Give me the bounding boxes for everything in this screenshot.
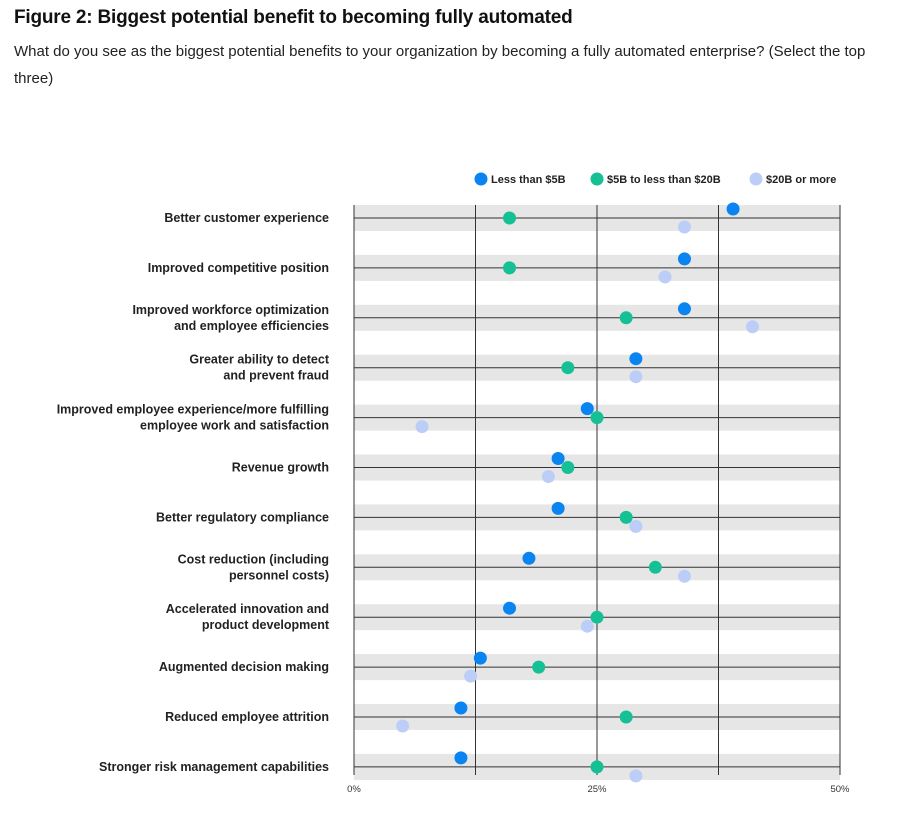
category-label: Better regulatory compliance	[156, 510, 329, 524]
category-label: Stronger risk management capabilities	[99, 760, 329, 774]
category-labels: Better customer experience Improved compe…	[57, 211, 330, 774]
data-point	[503, 261, 517, 275]
legend-swatch	[749, 172, 763, 186]
x-tick-label: 0%	[347, 784, 361, 795]
data-point	[541, 470, 555, 483]
chart-title: Figure 2: Biggest potential benefit to b…	[14, 7, 573, 28]
legend-swatch	[474, 172, 488, 186]
legend-swatch	[590, 172, 604, 186]
data-point	[629, 352, 643, 366]
data-point	[454, 701, 468, 715]
data-point	[677, 569, 691, 583]
category-label: Accelerated innovation and	[166, 602, 329, 616]
category-label: Augmented decision making	[159, 660, 329, 674]
x-tick-label: 50%	[830, 784, 850, 795]
category-label: Improved competitive position	[148, 261, 329, 275]
data-point	[464, 669, 478, 683]
data-point	[629, 370, 643, 384]
data-point	[677, 220, 691, 234]
data-point	[590, 760, 604, 774]
data-point	[619, 710, 633, 724]
legend-label: $5B to less than $20B	[607, 174, 721, 186]
data-point	[658, 270, 672, 284]
data-point	[454, 751, 468, 765]
data-point	[415, 420, 429, 434]
category-label: and prevent fraud	[223, 369, 329, 383]
data-point	[551, 501, 565, 515]
category-label: Reduced employee attrition	[165, 710, 329, 724]
data-point	[648, 560, 662, 574]
category-label: Improved workforce optimization	[132, 303, 329, 317]
category-label: and employee efficiencies	[174, 319, 329, 333]
data-point	[629, 519, 643, 533]
data-point	[580, 619, 594, 633]
x-axis-ticks: 0% 25% 50%	[347, 784, 850, 795]
data-point	[532, 660, 546, 674]
legend-label: $20B or more	[766, 174, 836, 186]
data-point	[522, 551, 536, 565]
chart-subtitle: What do you see as the biggest potential…	[14, 43, 866, 87]
category-label: personnel costs)	[229, 568, 329, 582]
data-point	[746, 320, 760, 334]
data-point	[590, 411, 604, 425]
data-point	[561, 461, 575, 474]
data-point	[619, 311, 633, 325]
legend-label: Less than $5B	[491, 174, 566, 186]
category-label: product development	[202, 618, 330, 632]
data-point	[619, 510, 633, 524]
data-points	[396, 202, 760, 783]
data-point	[677, 252, 691, 266]
data-point	[590, 610, 604, 624]
data-point	[726, 202, 740, 216]
category-label: Cost reduction (including	[178, 552, 329, 566]
data-point	[396, 719, 410, 733]
data-point	[503, 211, 517, 225]
category-label: Improved employee experience/more fulfil…	[57, 403, 329, 417]
data-point	[580, 402, 594, 416]
x-tick-label: 25%	[587, 784, 607, 795]
category-label: Revenue growth	[232, 461, 329, 475]
data-point	[551, 452, 565, 465]
category-label: Greater ability to detect	[189, 353, 329, 367]
data-point	[473, 651, 487, 665]
category-label: Better customer experience	[164, 211, 329, 225]
data-point	[561, 361, 575, 375]
category-label: employee work and satisfaction	[140, 419, 329, 433]
gridlines	[353, 205, 841, 775]
legend: Less than $5B $5B to less than $20B $20B o…	[474, 172, 836, 186]
data-point	[629, 769, 643, 783]
data-point	[503, 601, 517, 615]
data-point	[677, 302, 691, 316]
